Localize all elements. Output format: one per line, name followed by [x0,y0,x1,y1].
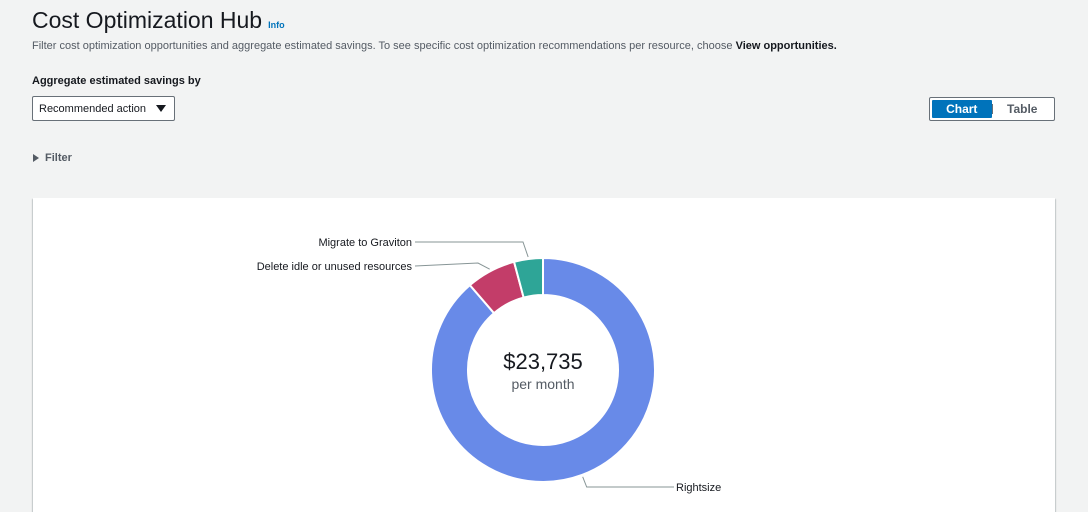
aggregate-by-label: Aggregate estimated savings by [32,75,201,87]
filter-expander[interactable]: Filter [33,152,72,164]
total-savings-value: $23,735 [503,349,583,374]
view-opportunities-text: View opportunities. [735,40,837,52]
table-view-button[interactable]: Table [1007,102,1038,116]
segment-label-graviton: Migrate to Graviton [318,237,412,249]
chart-container: Rightsize Delete idle or unused resources… [33,198,1055,512]
description-text: Filter cost optimization opportunities a… [32,40,736,52]
aggregate-by-value: Recommended action [39,102,147,115]
segment-label-delete-idle: Delete idle or unused resources [257,261,413,273]
leader-line-rightsize [582,476,674,488]
caret-down-icon [156,105,166,112]
donut-segment-rightsize[interactable] [430,256,656,483]
leader-line-graviton [415,241,529,258]
page-title-text: Cost Optimization Hub [32,7,263,33]
total-savings-unit: per month [511,376,574,392]
page-description: Filter cost optimization opportunities a… [32,40,837,52]
caret-right-icon [33,154,39,162]
donut-segment-graviton[interactable] [512,256,544,299]
segment-divider [991,104,993,114]
page-title: Cost Optimization Hub Info [32,7,285,34]
leader-line-delete-idle [414,262,490,270]
aggregate-by-select[interactable]: Recommended action [32,96,175,121]
chart-view-button[interactable]: Chart [932,100,992,118]
view-toggle: Chart Table [929,97,1055,121]
filter-label: Filter [45,152,72,164]
segment-label-rightsize: Rightsize [676,482,721,494]
info-link[interactable]: Info [268,20,285,30]
donut-chart: Rightsize Delete idle or unused resources… [257,237,722,494]
